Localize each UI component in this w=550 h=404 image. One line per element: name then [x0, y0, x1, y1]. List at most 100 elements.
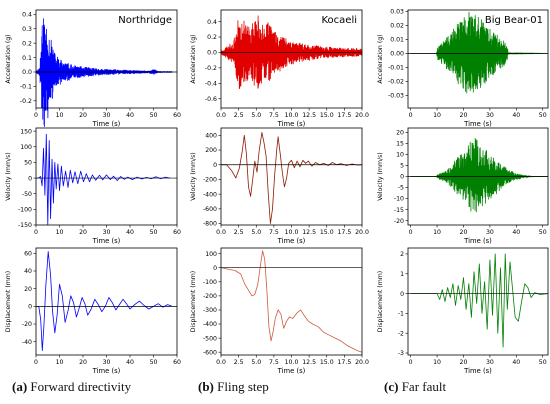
x-tick-label: 15.0 — [320, 112, 334, 119]
chart-b-acceleration: 0.0 2.5 5.0 7.5 10.0 12.5 15.0 17.5 20.0 -0.6 -0.4… — [190, 9, 369, 128]
y-tick-label: -0.1 — [20, 84, 32, 91]
axes-frame — [220, 127, 363, 226]
y-tick-label: -400 — [203, 321, 217, 328]
x-tick-label: 20 — [460, 229, 468, 236]
x-tick-label: 50 — [150, 112, 158, 119]
x-tick-label: 5.0 — [251, 359, 261, 366]
station-title: Kocaeli — [321, 15, 357, 26]
y-tick-label: 150 — [20, 128, 32, 135]
y-tick-label: 0.3 — [22, 26, 32, 33]
y-tick-label: 0 — [213, 265, 217, 272]
series-line — [36, 133, 170, 226]
y-tick-label: 200 — [205, 147, 217, 154]
x-tick-label: 30 — [103, 112, 111, 119]
x-tick-label: 60 — [173, 229, 181, 236]
x-tick-label: 10 — [56, 359, 64, 366]
x-tick-label: 10 — [433, 229, 441, 236]
axes-frame — [407, 247, 549, 356]
y-axis-label: Acceleration (g) — [5, 34, 12, 83]
y-tick-label: 0.2 — [22, 40, 32, 47]
caption-a: (a) Forward directivity — [12, 379, 132, 394]
y-tick-label: -0.02 — [388, 79, 404, 86]
y-tick-label: 20 — [24, 286, 32, 293]
x-tick-label: 15.0 — [320, 229, 334, 236]
y-tick-label: -0.4 — [205, 81, 217, 88]
y-tick-label: -100 — [203, 279, 217, 286]
y-axis-label: Displacement (mm) — [190, 271, 197, 332]
x-tick-label: 20 — [79, 229, 87, 236]
y-tick-label: -600 — [203, 206, 217, 213]
chart-b-velocity: 0.0 2.5 5.0 7.5 10.0 12.5 15.0 17.5 20.0 -800 -600… — [190, 127, 369, 245]
y-tick-label: -5 — [398, 185, 404, 192]
y-tick-label: -0.03 — [388, 93, 404, 100]
series-line — [410, 253, 549, 348]
x-tick-label: 0.0 — [216, 229, 226, 236]
x-tick-label: 7.5 — [269, 229, 279, 236]
axes-frame — [407, 9, 549, 109]
y-tick-label: -40 — [22, 339, 32, 346]
axes-frame — [220, 247, 363, 356]
chart-a-displacement: 0 10 20 30 40 50 60 -40 -20 0 20 40 60 Time (s) Displa… — [5, 247, 181, 375]
x-tick-label: 50 — [539, 229, 547, 236]
x-tick-label: 10.0 — [285, 112, 299, 119]
x-axis-label: Time (s) — [92, 367, 121, 375]
x-tick-label: 20.0 — [355, 229, 369, 236]
x-tick-label: 0 — [34, 112, 38, 119]
chart-b-displacement: 0.0 2.5 5.0 7.5 10.0 12.5 15.0 17.5 20.0 -600 -500… — [190, 247, 369, 375]
x-tick-label: 10 — [56, 112, 64, 119]
x-tick-label: 0.0 — [216, 112, 226, 119]
y-tick-label: 1 — [400, 271, 404, 278]
x-tick-label: 20 — [460, 359, 468, 366]
y-tick-label: -300 — [203, 307, 217, 314]
chart-a-acceleration: 0 10 20 30 40 50 60 -0.2 -0.1 0.0 0.1 0.2 0.3 0.4 Time… — [5, 9, 181, 128]
x-tick-label: 20.0 — [355, 112, 369, 119]
x-tick-label: 20 — [460, 112, 468, 119]
x-tick-label: 10 — [433, 112, 441, 119]
x-tick-label: 0 — [34, 359, 38, 366]
y-tick-label: 0 — [400, 291, 404, 298]
y-tick-label: 0.1 — [22, 55, 32, 62]
x-axis-label: Time (s) — [92, 120, 121, 128]
x-tick-label: 0 — [34, 229, 38, 236]
x-tick-label: 30 — [103, 359, 111, 366]
x-axis-label: Time (s) — [277, 237, 306, 245]
y-axis-label: Acceleration (g) — [377, 34, 384, 83]
y-axis-label: Velocity (mm/s) — [377, 152, 384, 200]
x-tick-label: 2.5 — [234, 359, 244, 366]
x-tick-label: 5.0 — [251, 229, 261, 236]
y-tick-label: 0.4 — [207, 19, 217, 26]
x-tick-label: 20 — [79, 112, 87, 119]
y-tick-label: -800 — [203, 221, 217, 228]
series-line — [410, 138, 549, 213]
y-axis-label: Velocity (mm/s) — [5, 152, 12, 200]
x-tick-label: 5.0 — [251, 112, 261, 119]
x-tick-label: 50 — [150, 229, 158, 236]
x-tick-label: 10 — [433, 359, 441, 366]
series-line — [220, 250, 363, 353]
station-title: Big Bear-01 — [485, 15, 543, 26]
series-line — [221, 132, 363, 224]
y-tick-label: 0 — [28, 304, 32, 311]
y-tick-label: -0.2 — [20, 98, 32, 105]
x-tick-label: 12.5 — [302, 112, 316, 119]
y-tick-label: -150 — [18, 222, 32, 229]
x-tick-label: 12.5 — [302, 359, 316, 366]
x-tick-label: 0 — [409, 229, 413, 236]
y-tick-label: -20 — [22, 321, 32, 328]
y-tick-label: -100 — [18, 207, 32, 214]
x-tick-label: 17.5 — [337, 359, 351, 366]
series-line — [35, 18, 173, 127]
station-title: Northridge — [118, 15, 172, 26]
y-tick-label: 0.02 — [390, 23, 404, 30]
x-tick-label: 40 — [512, 112, 520, 119]
x-tick-label: 40 — [512, 359, 520, 366]
y-tick-label: 0 — [28, 175, 32, 182]
y-tick-label: 50 — [24, 160, 32, 167]
x-tick-label: 40 — [126, 229, 134, 236]
x-tick-label: 40 — [126, 359, 134, 366]
chart-c-displacement: 0 10 20 30 40 50 -3 -2 -1 0 1 2 Time (s) Displacement… — [377, 247, 549, 375]
y-axis-label: Acceleration (g) — [190, 34, 197, 83]
y-tick-label: 0.00 — [390, 51, 404, 58]
y-tick-label: 0.0 — [207, 50, 217, 57]
